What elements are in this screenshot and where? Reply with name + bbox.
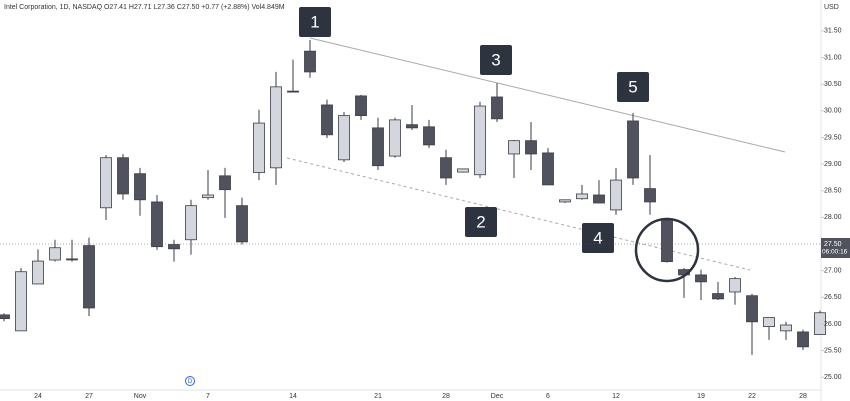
annotation-label: 3 xyxy=(491,50,500,69)
candle-body xyxy=(763,317,775,327)
x-tick-label: 19 xyxy=(697,393,705,400)
x-tick-label: 6 xyxy=(546,393,550,400)
candle-body xyxy=(134,173,146,201)
candle-body xyxy=(355,95,367,117)
candle-body xyxy=(15,271,27,332)
candle-body xyxy=(559,199,571,203)
candle-body xyxy=(100,157,112,209)
candle-body xyxy=(780,324,792,332)
y-tick-label: 30.50 xyxy=(824,81,842,88)
annotations: 1 2 3 4 5 xyxy=(299,7,649,253)
candle-body xyxy=(117,157,129,195)
candle-body xyxy=(491,96,503,120)
candle-body xyxy=(746,295,758,323)
currency-label: USD xyxy=(824,4,839,11)
candle-body xyxy=(644,188,656,203)
annotation-label: 4 xyxy=(593,228,602,247)
candle-body xyxy=(168,244,180,250)
candle-body xyxy=(32,260,44,285)
y-tick-label: 26.00 xyxy=(824,321,842,328)
candle-body xyxy=(49,247,61,261)
candle-body xyxy=(406,124,418,129)
resistance-line xyxy=(309,37,786,153)
candle-body xyxy=(627,120,639,179)
annotation-box xyxy=(582,223,614,253)
candles xyxy=(0,39,826,355)
candle-body xyxy=(151,201,163,248)
candle-body xyxy=(202,194,214,199)
annotation-label: 1 xyxy=(310,12,319,31)
x-tick-label: 28 xyxy=(442,393,450,400)
y-tick-label: 28.00 xyxy=(824,214,842,221)
candle-body xyxy=(185,205,197,241)
x-tick-label: 12 xyxy=(612,393,620,400)
x-tick-label: 24 xyxy=(34,393,42,400)
candle-body xyxy=(236,205,248,243)
candle-body xyxy=(576,193,588,200)
candle-body xyxy=(338,115,350,161)
y-tick-label: 29.00 xyxy=(824,161,842,168)
candle-body xyxy=(593,194,605,204)
candle-body xyxy=(83,245,95,309)
y-tick-label: 25.00 xyxy=(824,374,842,381)
candle-body xyxy=(712,293,724,300)
candle-body xyxy=(0,314,10,320)
x-tick-label: 28 xyxy=(799,393,807,400)
x-tick-label: 7 xyxy=(206,393,210,400)
x-tick-label: Dec xyxy=(491,393,504,400)
x-tick-label: 21 xyxy=(374,393,382,400)
countdown-label: 06:00:16 xyxy=(822,249,848,256)
candle-body xyxy=(372,127,384,167)
candle-body xyxy=(440,157,452,179)
annotation-box xyxy=(617,72,649,102)
candle-body xyxy=(66,258,78,261)
current-price-label: 27.50 xyxy=(824,241,842,248)
annotation-label: 2 xyxy=(476,212,485,231)
candle-body xyxy=(474,105,486,176)
annotation-box xyxy=(465,207,497,237)
candle-body xyxy=(270,86,282,169)
candle-body xyxy=(814,312,826,335)
event-marker: D xyxy=(188,379,193,385)
y-tick-label: 28.50 xyxy=(824,188,842,195)
candle-body xyxy=(423,126,435,146)
x-tick-label: 27 xyxy=(85,393,93,400)
highlight-circle xyxy=(634,217,700,283)
candle-body xyxy=(321,104,333,136)
candle-body xyxy=(542,152,554,186)
chart-title: Intel Corporation, 1D, NASDAQ O27.41 H27… xyxy=(4,4,285,11)
y-tick-label: 26.50 xyxy=(824,294,842,301)
annotation-box xyxy=(480,45,512,75)
annotation-label: 5 xyxy=(628,77,637,96)
x-tick-label: 14 xyxy=(289,393,297,400)
candle-body xyxy=(457,168,469,173)
candle-body xyxy=(508,140,520,155)
candle-body xyxy=(525,140,537,155)
y-tick-label: 25.50 xyxy=(824,347,842,354)
event-marker-icon xyxy=(185,376,195,386)
candle-body xyxy=(729,278,741,293)
x-tick-label: Nov xyxy=(134,393,147,400)
y-tick-label: 27.00 xyxy=(824,267,842,274)
candle-body xyxy=(797,331,809,348)
x-tick-label: 22 xyxy=(748,393,756,400)
current-price-box xyxy=(821,238,850,259)
candle-body xyxy=(695,274,707,283)
y-tick-label: 31.00 xyxy=(824,54,842,61)
candle-body xyxy=(610,179,622,211)
candle-body xyxy=(304,50,316,73)
candle-body xyxy=(253,122,265,174)
candle-body xyxy=(287,90,299,93)
candle-body xyxy=(389,119,401,157)
y-tick-label: 30.00 xyxy=(824,108,842,115)
y-tick-label: 29.50 xyxy=(824,134,842,141)
candle-body xyxy=(661,219,673,262)
candle-body xyxy=(219,175,231,191)
annotation-box xyxy=(299,7,331,37)
y-tick-label: 31.50 xyxy=(824,28,842,35)
